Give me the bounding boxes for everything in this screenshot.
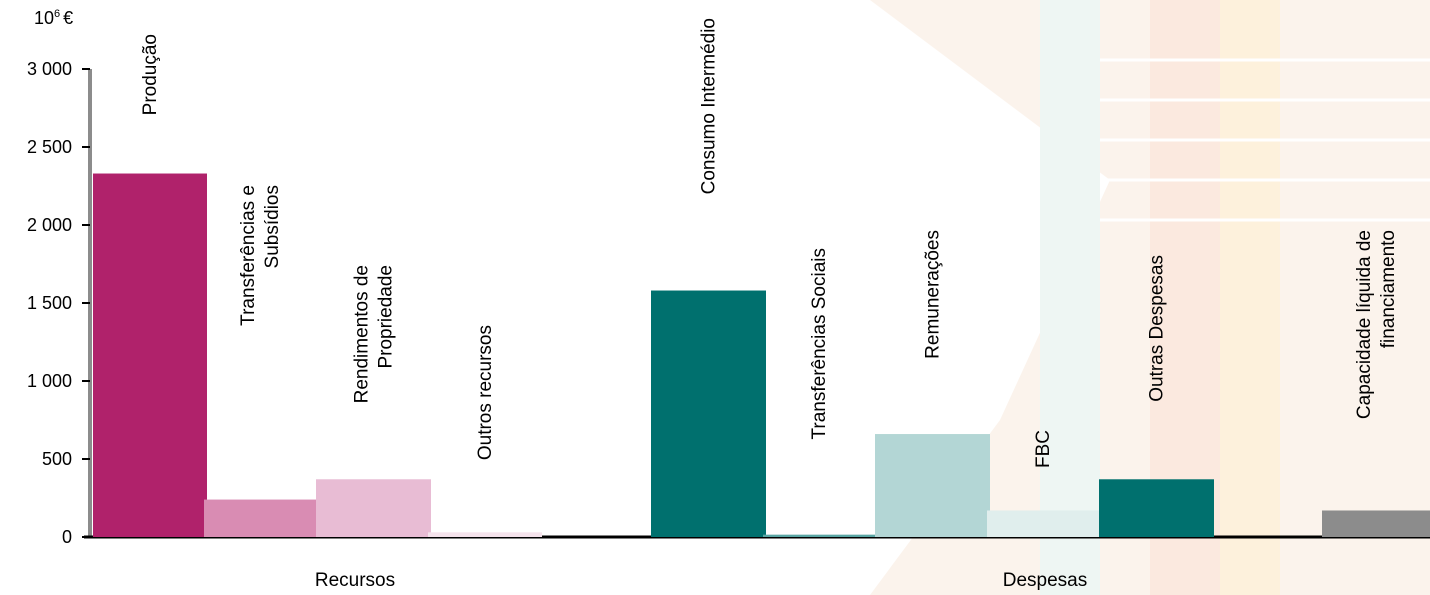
bar-label: Capacidade líquida de bbox=[1354, 230, 1375, 419]
bar-label: Outros recursos bbox=[475, 325, 496, 460]
y-tick-label: 2 500 bbox=[27, 137, 72, 157]
bar bbox=[651, 290, 766, 537]
bar-label: FBC bbox=[1033, 430, 1054, 468]
bar bbox=[204, 499, 316, 537]
bar bbox=[875, 434, 990, 537]
y-tick-label: 500 bbox=[42, 449, 72, 469]
background-decoration bbox=[870, 0, 1430, 595]
y-tick-label: 2 000 bbox=[27, 215, 72, 235]
bar-labels: Produção Transferências e Subsídios Rendime… bbox=[140, 18, 1399, 468]
y-tick-label: 1 000 bbox=[27, 371, 72, 391]
bar-label: financiamento bbox=[1378, 230, 1399, 348]
y-tick-label: 3 000 bbox=[27, 59, 72, 79]
group-label: Recursos bbox=[315, 570, 395, 591]
bar-label: Rendimentos de bbox=[352, 265, 373, 403]
bar-label: Remunerações bbox=[923, 230, 944, 359]
bar bbox=[987, 510, 1099, 537]
bar bbox=[93, 173, 207, 537]
bar-label: Subsídios bbox=[262, 185, 283, 268]
y-tick-label: 0 bbox=[62, 527, 72, 547]
bar bbox=[316, 479, 431, 537]
bar bbox=[763, 534, 875, 537]
bar-label: Propriedade bbox=[376, 265, 397, 369]
group-labels: Recursos Despesas bbox=[315, 570, 1087, 591]
bar-label: Produção bbox=[140, 34, 161, 115]
bar bbox=[428, 532, 542, 537]
bar-label: Outras Despesas bbox=[1147, 255, 1168, 402]
bar bbox=[1322, 510, 1430, 537]
bar-label: Transferências Sociais bbox=[809, 248, 830, 439]
bars bbox=[93, 173, 1430, 537]
bar bbox=[1099, 479, 1214, 537]
y-tick-label: 1 500 bbox=[27, 293, 72, 313]
bar-label: Transferências e bbox=[238, 185, 259, 326]
group-label: Despesas bbox=[1003, 570, 1088, 591]
y-unit-label: 106 € bbox=[34, 8, 73, 28]
bar-label: Consumo Intermédio bbox=[699, 18, 720, 194]
